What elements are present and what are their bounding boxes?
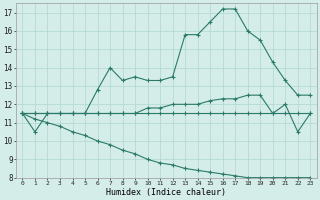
X-axis label: Humidex (Indice chaleur): Humidex (Indice chaleur)	[106, 188, 226, 197]
